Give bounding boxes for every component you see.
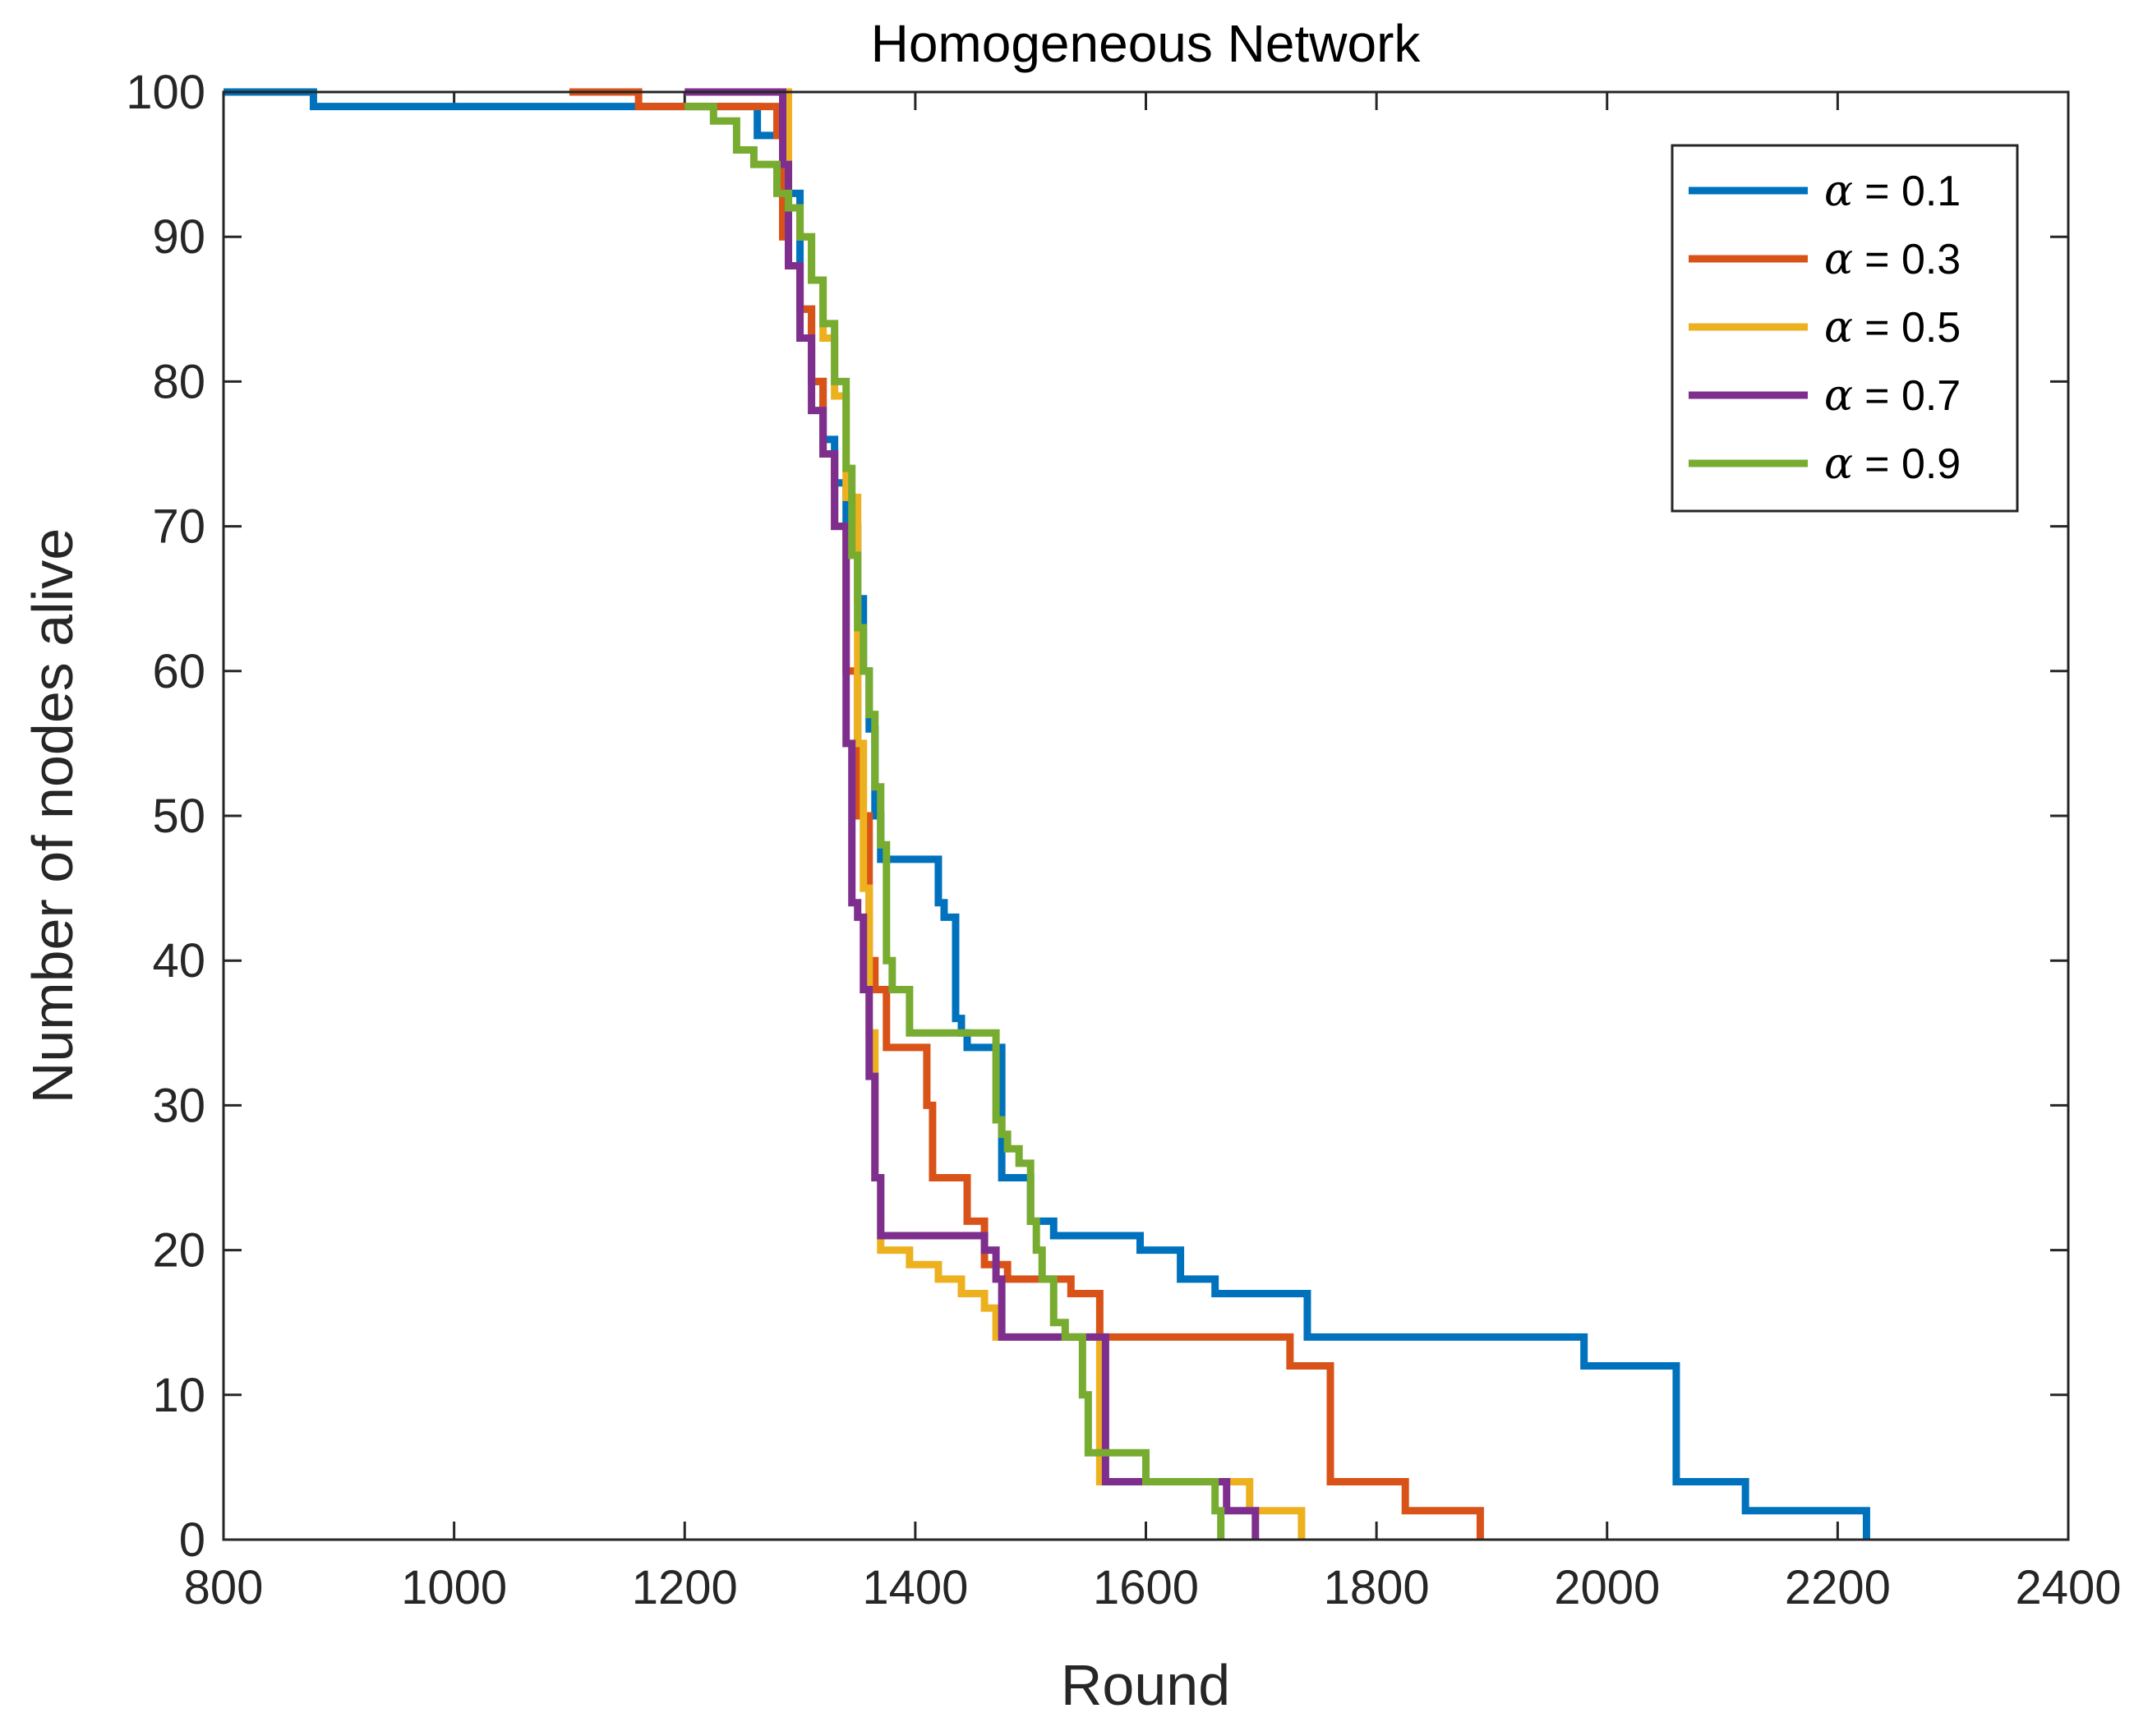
legend-alpha-symbol: α xyxy=(1824,371,1853,421)
x-tick-label: 2200 xyxy=(1785,1561,1891,1614)
chart-title: Homogeneous Network xyxy=(871,14,1422,73)
y-tick-label: 80 xyxy=(152,355,205,408)
x-tick-label: 800 xyxy=(184,1561,264,1614)
y-tick-label: 100 xyxy=(126,66,205,119)
legend-entry-4: α = 0.7 xyxy=(1824,371,1961,421)
legend-alpha-value: = 0.7 xyxy=(1864,372,1961,420)
y-tick-label: 40 xyxy=(152,934,205,988)
legend-alpha-symbol: α xyxy=(1824,440,1853,489)
x-tick-label: 1200 xyxy=(632,1561,738,1614)
series-line-4 xyxy=(684,88,1260,1540)
legend-alpha-value: = 0.5 xyxy=(1864,304,1961,352)
legend-alpha-value: = 0.3 xyxy=(1864,236,1961,283)
y-tick-label: 30 xyxy=(152,1079,205,1132)
legend-entry-5: α = 0.9 xyxy=(1824,440,1961,489)
y-tick-label: 90 xyxy=(152,210,205,264)
y-tick-label: 0 xyxy=(179,1513,205,1567)
y-tick-label: 50 xyxy=(152,790,205,843)
legend: α = 0.1α = 0.3α = 0.5α = 0.7α = 0.9 xyxy=(1671,144,2019,513)
legend-alpha-value: = 0.1 xyxy=(1864,168,1961,215)
x-tick-label: 2400 xyxy=(2015,1561,2121,1614)
legend-alpha-symbol: α xyxy=(1824,303,1853,352)
x-tick-label: 1800 xyxy=(1324,1561,1430,1614)
series-line-5 xyxy=(684,103,1225,1540)
plot-frame xyxy=(222,90,2070,1541)
legend-entry-3: α = 0.5 xyxy=(1824,303,1961,352)
legend-alpha-symbol: α xyxy=(1824,167,1853,216)
x-axis-label: Round xyxy=(1061,1653,1230,1717)
series-layer xyxy=(224,88,1870,1540)
legend-alpha-value: = 0.9 xyxy=(1864,440,1961,488)
tick-labels: 800 1000 1200 1400 1600 1800 2000 2200 2400 0 10 20… xyxy=(126,66,2121,1614)
y-tick-label: 60 xyxy=(152,645,205,698)
x-tick-label: 1600 xyxy=(1093,1561,1199,1614)
y-tick-label: 70 xyxy=(152,500,205,554)
legend-entry-2: α = 0.3 xyxy=(1824,235,1961,284)
y-tick-label: 10 xyxy=(152,1369,205,1422)
y-tick-label: 20 xyxy=(152,1224,205,1278)
x-tick-label: 1400 xyxy=(862,1561,968,1614)
legend-alpha-symbol: α xyxy=(1824,235,1853,284)
legend-entry-1: α = 0.1 xyxy=(1824,167,1961,216)
x-tick-label: 2000 xyxy=(1554,1561,1660,1614)
y-axis-label: Number of nodes alive xyxy=(21,528,85,1103)
x-tick-label: 1000 xyxy=(401,1561,507,1614)
